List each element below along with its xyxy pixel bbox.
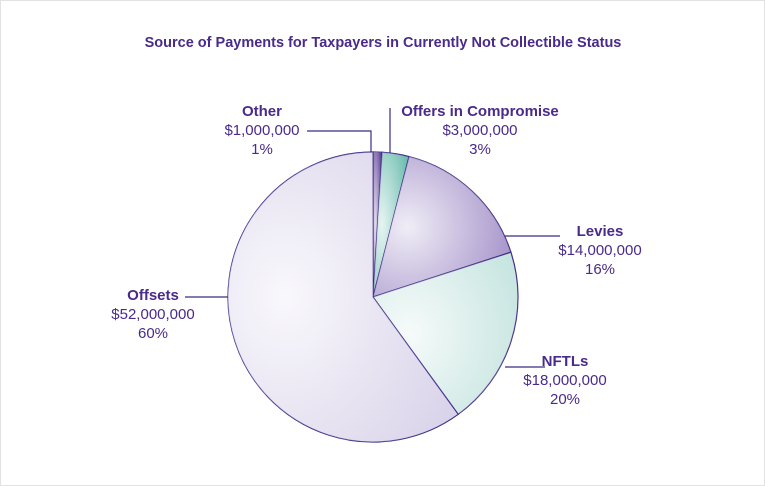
slice-name: Offers in Compromise: [401, 103, 559, 120]
slice-shade: [373, 252, 518, 415]
slice-percent: 60%: [138, 325, 168, 342]
leader-line: [307, 130, 372, 152]
slice-amount: $18,000,000: [523, 372, 606, 389]
slice-shade: [373, 156, 511, 297]
slice-name: Other: [242, 103, 282, 120]
slice-amount: $14,000,000: [558, 242, 641, 259]
slice-percent: 3%: [469, 141, 491, 158]
slice-amount: $1,000,000: [224, 122, 299, 139]
slice-amount: $52,000,000: [111, 306, 194, 323]
slice-percent: 20%: [550, 391, 580, 408]
chart-title: Source of Payments for Taxpayers in Curr…: [145, 35, 622, 51]
slice-name: NFTLs: [542, 353, 589, 370]
slice-amount: $3,000,000: [442, 122, 517, 139]
slice-name: Offsets: [127, 287, 179, 304]
slice-shade: [227, 152, 459, 442]
slice-name: Levies: [577, 223, 624, 240]
slice-percent: 1%: [251, 141, 273, 158]
slice-percent: 16%: [585, 261, 615, 278]
